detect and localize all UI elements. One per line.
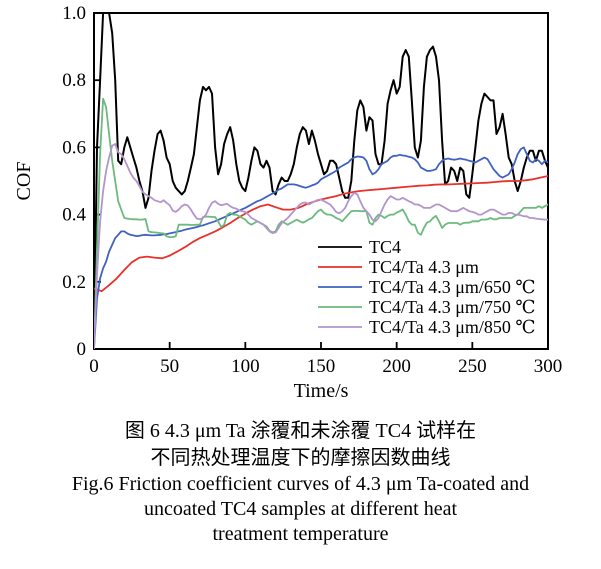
legend-entry-ta-650: TC4/Ta 4.3 μm/650 ℃ xyxy=(318,277,536,297)
y-tick-label: 0.4 xyxy=(62,205,86,226)
series-line-ta-750 xyxy=(94,97,548,349)
caption-chinese-line1: 图 6 4.3 μm Ta 涂覆和未涂覆 TC4 试样在 xyxy=(124,420,477,442)
legend-entry-ta-750: TC4/Ta 4.3 μm/750 ℃ xyxy=(318,297,536,317)
legend-entry-tc4: TC4 xyxy=(318,237,401,257)
x-tick-label: 200 xyxy=(382,356,411,377)
x-axis-title: Time/s xyxy=(294,380,349,402)
legend-label-ta-650: TC4/Ta 4.3 μm/650 ℃ xyxy=(369,277,536,297)
series-line-ta-650 xyxy=(94,146,548,349)
caption-english-line2: uncoated TC4 samples at different heat xyxy=(143,498,458,520)
caption-chinese-line2: 不同热处理温度下的摩擦因数曲线 xyxy=(150,447,451,469)
y-tick-label: 0 xyxy=(77,339,87,360)
x-tick-label: 250 xyxy=(458,356,487,377)
series-group xyxy=(94,13,548,349)
legend-label-tc4: TC4 xyxy=(369,237,401,257)
legend-label-ta-750: TC4/Ta 4.3 μm/750 ℃ xyxy=(369,297,536,317)
y-tick-label: 1.0 xyxy=(62,3,86,24)
series-line-tc4 xyxy=(94,13,548,344)
series-line-ta-850 xyxy=(94,143,548,349)
x-tick-label: 300 xyxy=(534,356,563,377)
x-tick-label: 0 xyxy=(89,356,99,377)
cof-chart: 0 0.2 0.4 0.6 0.8 1.0 0 50 100 150 200 250 300 COF Tim… xyxy=(13,3,563,402)
legend-entry-ta: TC4/Ta 4.3 μm xyxy=(318,257,479,277)
legend-entry-ta-850: TC4/Ta 4.3 μm/850 ℃ xyxy=(318,317,536,337)
figure-caption: 图 6 4.3 μm Ta 涂覆和未涂覆 TC4 试样在 不同热处理温度下的摩擦… xyxy=(0,418,601,547)
legend-label-ta: TC4/Ta 4.3 μm xyxy=(369,257,479,277)
x-tick-label: 100 xyxy=(231,356,260,377)
y-tick-label: 0.6 xyxy=(62,137,86,158)
legend-label-ta-850: TC4/Ta 4.3 μm/850 ℃ xyxy=(369,317,536,337)
caption-english-line3: treatment temperature xyxy=(212,523,389,545)
y-tick-label: 0.2 xyxy=(62,272,86,293)
x-tick-label: 50 xyxy=(160,356,179,377)
y-tick-label: 0.8 xyxy=(62,70,86,91)
y-axis-title: COF xyxy=(13,162,35,201)
caption-english-line1: Fig.6 Friction coefficient curves of 4.3… xyxy=(71,473,530,495)
x-tick-label: 150 xyxy=(307,356,336,377)
